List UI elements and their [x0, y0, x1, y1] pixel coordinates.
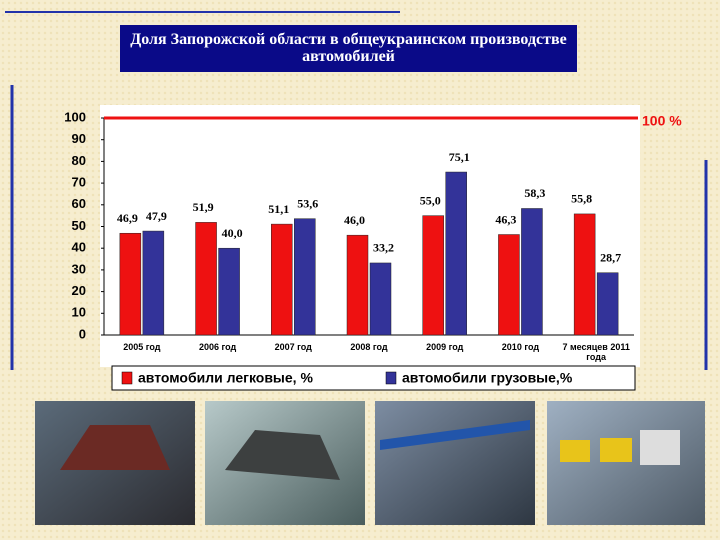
y-tick-label: 90 — [72, 131, 86, 146]
bar — [142, 230, 165, 336]
chart-title: Доля Запорожской области в общеукраинско… — [120, 25, 577, 72]
photos — [35, 401, 705, 525]
legend-swatch — [121, 371, 133, 385]
value-label: 58,3 — [524, 186, 545, 200]
x-tick-label: 2006 год — [198, 342, 237, 352]
y-tick-label: 70 — [72, 175, 86, 190]
bar — [521, 208, 543, 336]
value-label: 75,1 — [449, 150, 470, 164]
legend-box — [111, 365, 636, 391]
y-tick-label: 50 — [72, 218, 86, 233]
value-label: 46,3 — [495, 212, 516, 226]
bar — [573, 213, 596, 336]
legend-label: автомобили легковые, % — [138, 370, 313, 386]
y-tick-label: 100 — [64, 109, 86, 124]
bar — [596, 272, 619, 336]
bar — [498, 234, 520, 336]
value-label: 47,9 — [146, 209, 167, 223]
y-tick-label: 20 — [72, 283, 86, 298]
bar — [369, 262, 392, 336]
y-tick-label: 80 — [72, 153, 86, 168]
y-tick-label: 40 — [72, 240, 86, 255]
reference-label: 100 % — [642, 113, 682, 129]
bar — [119, 232, 142, 336]
value-label: 55,0 — [420, 193, 441, 207]
bar — [346, 234, 369, 336]
x-tick-label: 2010 год — [501, 342, 540, 352]
value-label: 51,1 — [268, 202, 289, 216]
x-tick-label: 2007 год — [274, 342, 312, 352]
bar — [294, 218, 316, 336]
bar — [445, 171, 467, 336]
x-tick-label: 2008 год — [350, 342, 388, 352]
x-tick-label: 7 месяцев 2011 года — [562, 342, 630, 362]
value-label: 33,2 — [373, 241, 394, 255]
value-label: 46,9 — [117, 211, 138, 225]
value-label: 51,9 — [193, 200, 214, 214]
bar — [271, 223, 293, 336]
value-label: 46,0 — [344, 213, 365, 227]
value-label: 53,6 — [297, 196, 318, 210]
bar — [195, 222, 217, 336]
value-label: 55,8 — [571, 192, 592, 206]
value-label: 28,7 — [600, 250, 621, 264]
value-label: 40,0 — [222, 226, 243, 240]
y-tick-label: 0 — [79, 326, 86, 341]
bar — [218, 247, 240, 336]
x-tick-label: 2009 год — [426, 342, 464, 352]
bar — [422, 215, 444, 336]
y-tick-label: 30 — [72, 261, 86, 276]
legend-swatch — [385, 371, 397, 385]
x-tick-label: 2005 год — [123, 342, 161, 352]
legend-label: автомобили грузовые,% — [402, 370, 573, 386]
y-tick-label: 60 — [72, 196, 86, 211]
y-tick-label: 10 — [72, 305, 86, 320]
